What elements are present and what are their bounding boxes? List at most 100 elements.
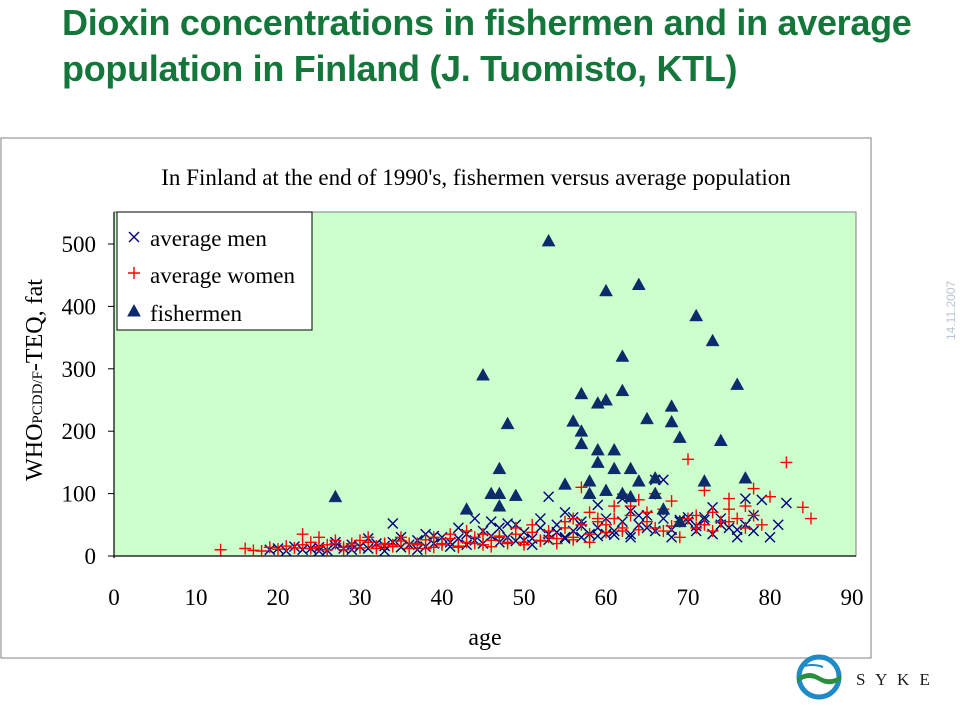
legend: average men average women fishermen (116, 211, 313, 331)
women-point (567, 512, 580, 525)
women-point (296, 528, 309, 541)
women-point (460, 536, 473, 549)
x-tick-label: 0 (108, 585, 120, 610)
y-tick-labels: 0 100 200 300 400 500 (62, 232, 97, 569)
fishermen-point (590, 455, 605, 468)
y-axis-label: WHOPCDD/F-TEQ, fat (22, 279, 48, 481)
women-point (632, 523, 645, 536)
legend-marker-icon (128, 267, 140, 279)
slide-title: Dioxin concentrations in fishermen and i… (62, 0, 922, 92)
men-point (559, 531, 571, 543)
women-point (493, 531, 506, 544)
women-point (296, 538, 309, 551)
fishermen-point (648, 486, 663, 500)
series-average-women (214, 453, 817, 558)
women-point (542, 531, 555, 544)
women-point (354, 534, 366, 547)
women-point (706, 525, 719, 538)
men-point (780, 497, 792, 509)
women-point (583, 536, 596, 549)
women-point (608, 500, 621, 513)
men-point (518, 526, 530, 538)
men-point (493, 522, 505, 534)
fishermen-point (648, 470, 663, 484)
fishermen-point (582, 474, 597, 487)
x-tick-label: 70 (677, 585, 700, 610)
women-point (403, 537, 416, 550)
women-point (370, 542, 383, 555)
fishermen-point (615, 383, 630, 397)
women-point (731, 512, 744, 525)
women-point (526, 518, 539, 531)
slide-title-line-2: population in Finland (J. Tuomisto, KTL) (62, 48, 738, 89)
women-point (304, 536, 317, 549)
men-point (559, 506, 571, 518)
legend-marker-average-men (128, 231, 140, 243)
women-point (518, 538, 530, 551)
women-point (313, 531, 325, 544)
x-axis-label: age (468, 625, 501, 651)
fishermen-point (672, 430, 687, 443)
women-point (362, 531, 375, 544)
women-point (501, 536, 514, 549)
women-point (239, 542, 252, 555)
women-point (706, 506, 719, 519)
women-point (214, 543, 227, 556)
fishermen-point (664, 399, 679, 412)
fishermen-point (631, 474, 646, 487)
x-tick-label: 30 (349, 585, 372, 610)
fishermen-point (672, 514, 687, 528)
x-tick-label: 50 (513, 585, 536, 610)
fishermen-point (599, 483, 613, 496)
x-tick-label: 60 (595, 585, 618, 610)
plot-border-lines (113, 212, 856, 558)
fishermen-point (656, 502, 671, 515)
women-point (723, 515, 735, 528)
fishermen-point (631, 277, 646, 291)
fishermen-point (582, 486, 597, 500)
fishermen-point (607, 461, 622, 475)
fishermen-point (476, 368, 490, 381)
slide-title-line-1: Dioxin concentrations in fishermen and i… (62, 2, 912, 43)
men-point (641, 522, 653, 534)
fishermen-point (328, 489, 343, 503)
chart-title: In Finland at the end of 1990's, fisherm… (161, 165, 791, 190)
fishermen-point (599, 283, 613, 297)
men-point (764, 531, 776, 543)
women-point (682, 453, 694, 466)
fishermen-point (541, 233, 556, 247)
women-point (616, 521, 629, 534)
women-point (747, 482, 760, 495)
x-tick-label: 90 (841, 585, 864, 610)
x-tick-label: 20 (267, 585, 290, 610)
y-tick-marks (108, 243, 114, 557)
syke-emblem-icon (796, 654, 842, 700)
fishermen-point (492, 499, 507, 512)
y-axis-label-prefix: WHO (22, 424, 48, 481)
fishermen-point (697, 474, 712, 487)
men-point (592, 499, 604, 511)
women-point (378, 537, 391, 550)
fishermen-point (574, 424, 589, 437)
y-tick-label: 500 (62, 232, 97, 257)
y-tick-label: 400 (62, 294, 97, 319)
fishermen-point (623, 461, 638, 475)
women-point (288, 541, 301, 554)
women-point (550, 537, 563, 550)
fishermen-point (607, 442, 622, 456)
fishermen-point (574, 386, 589, 400)
women-point (805, 512, 817, 525)
men-point (534, 513, 546, 525)
women-point (665, 495, 678, 508)
date-stamp: 14.11.2007 (944, 280, 958, 340)
fishermen-point (730, 377, 745, 390)
x-tick-label: 40 (431, 585, 454, 610)
fishermen-point (713, 433, 728, 447)
fishermen-point (574, 436, 589, 450)
women-point (419, 542, 432, 555)
women-point (764, 490, 776, 503)
women-point (534, 535, 547, 548)
men-point (469, 513, 481, 525)
women-point (263, 541, 276, 554)
x-tick-label: 80 (759, 585, 782, 610)
